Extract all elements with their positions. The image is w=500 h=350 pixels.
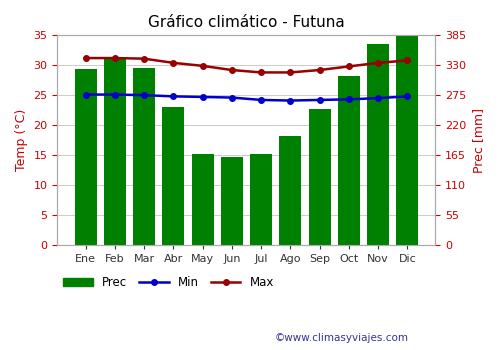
Y-axis label: Temp (°C): Temp (°C) (15, 109, 28, 171)
Y-axis label: Prec [mm]: Prec [mm] (472, 107, 485, 173)
Bar (396, 35, 418, 245)
Bar (280, 136, 301, 245)
Legend: Prec, Min, Max: Prec, Min, Max (64, 276, 274, 289)
Bar (221, 156, 243, 245)
Bar (367, 44, 389, 245)
Bar (250, 154, 272, 245)
Title: Gráfico climático - Futuna: Gráfico climático - Futuna (148, 15, 345, 30)
Bar (104, 59, 126, 245)
Bar (192, 154, 214, 245)
Text: ©www.climasyviajes.com: ©www.climasyviajes.com (275, 333, 409, 343)
Bar (133, 68, 155, 245)
Bar (338, 76, 360, 245)
Bar (308, 109, 330, 245)
Bar (162, 107, 184, 245)
Bar (74, 69, 96, 245)
